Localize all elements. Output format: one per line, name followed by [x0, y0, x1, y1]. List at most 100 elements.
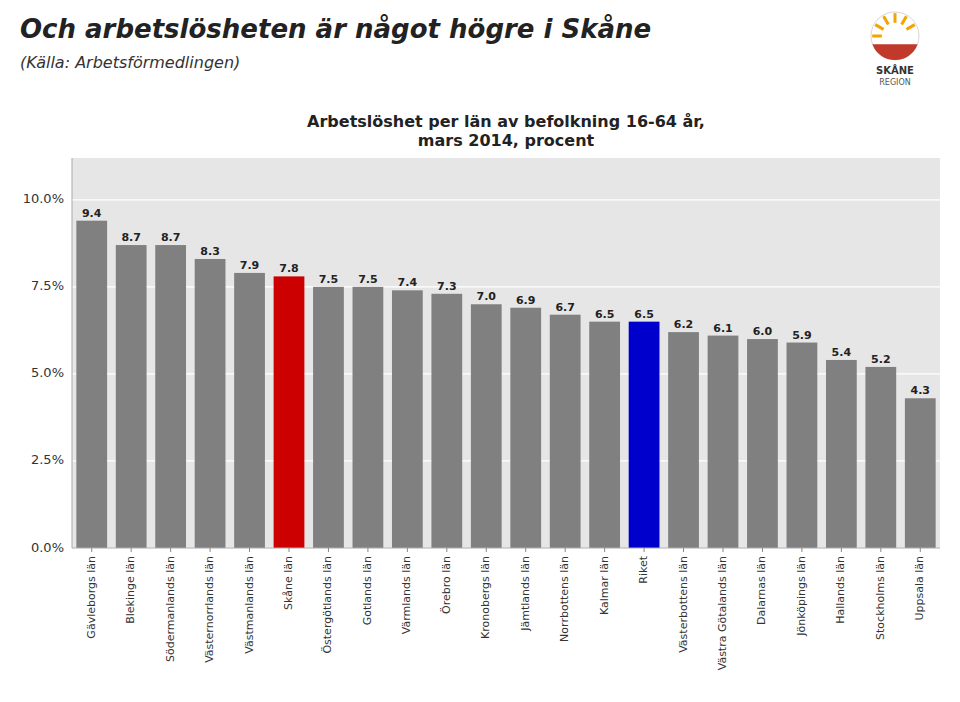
bar	[747, 339, 778, 548]
bar	[116, 245, 147, 548]
data-label: 6.0	[753, 325, 773, 338]
x-tick-label: Uppsala län	[913, 556, 926, 621]
x-tick	[841, 548, 842, 552]
bars	[76, 221, 935, 548]
x-tick-label: Norrbottens län	[558, 556, 571, 642]
grid-line	[72, 199, 940, 200]
x-tick	[801, 548, 802, 552]
data-label: 8.7	[161, 231, 181, 244]
data-label: 5.9	[792, 329, 812, 342]
x-tick-label: Gotlands län	[361, 556, 374, 625]
x-axis-line	[72, 548, 940, 549]
x-tick-label: Östergötlands län	[321, 556, 334, 654]
data-labels: 9.48.78.78.37.97.87.57.57.47.37.06.96.76…	[82, 207, 930, 398]
bar	[471, 304, 502, 548]
chart-container: Och arbetslösheten är något högre i Skån…	[0, 0, 960, 702]
bar	[708, 336, 739, 548]
data-label: 5.2	[871, 353, 891, 366]
data-label: 6.1	[713, 322, 733, 335]
data-label: 7.3	[437, 280, 457, 293]
x-tick	[249, 548, 250, 552]
data-label: 8.3	[200, 245, 220, 258]
x-tick-label: Värmlands län	[400, 556, 413, 634]
logo-ray	[875, 25, 883, 30]
data-label: 6.9	[516, 294, 536, 307]
main-title: Och arbetslösheten är något högre i Skån…	[20, 14, 651, 44]
x-tick-label: Jönköpings län	[795, 556, 808, 637]
data-label: 5.4	[832, 346, 852, 359]
data-label: 7.8	[279, 262, 299, 275]
logo-ray	[894, 13, 897, 23]
grid	[72, 200, 940, 548]
x-tick	[683, 548, 684, 552]
bar	[155, 245, 186, 548]
x-axis: Gävleborgs länBlekinge länSödermanlands …	[85, 548, 927, 670]
x-tick	[880, 548, 881, 552]
x-tick	[446, 548, 447, 552]
bar	[787, 343, 818, 548]
bar	[668, 332, 699, 548]
y-tick-label: 10.0%	[23, 191, 64, 206]
data-label: 6.2	[674, 318, 694, 331]
y-tick-label: 5.0%	[31, 365, 64, 380]
x-tick-label: Hallands län	[834, 556, 847, 624]
x-tick	[486, 548, 487, 552]
data-label: 4.3	[911, 384, 931, 397]
x-tick	[762, 548, 763, 552]
x-tick	[723, 548, 724, 552]
x-tick-label: Jämtlands län	[519, 556, 532, 632]
y-tick-label: 2.5%	[31, 452, 64, 467]
x-tick	[170, 548, 171, 552]
x-tick	[565, 548, 566, 552]
bar	[905, 398, 936, 548]
x-tick-label: Södermanlands län	[164, 556, 177, 662]
x-tick-label: Västernorrlands län	[203, 556, 216, 663]
x-tick	[91, 548, 92, 552]
x-tick	[210, 548, 211, 552]
chart-title-line: Arbetslöshet per län av befolkning 16-64…	[307, 112, 705, 131]
data-label: 7.5	[358, 273, 378, 286]
chart-title: Arbetslöshet per län av befolkning 16-64…	[307, 112, 705, 150]
bar	[274, 276, 305, 548]
logo-ray	[872, 35, 882, 38]
y-axis: 0.0%2.5%5.0%7.5%10.0%	[23, 158, 72, 555]
x-tick	[289, 548, 290, 552]
x-tick-label: Dalarnas län	[755, 556, 768, 625]
x-tick-label: Blekinge län	[124, 556, 137, 624]
x-tick	[328, 548, 329, 552]
x-tick	[367, 548, 368, 552]
logo-text: REGION	[879, 78, 910, 87]
x-tick-label: Västmanlands län	[243, 556, 256, 654]
bar	[392, 290, 423, 548]
bar	[550, 315, 581, 548]
chart-svg: Och arbetslösheten är något högre i Skån…	[0, 0, 960, 702]
logo-circle	[871, 12, 919, 60]
subtitle: (Källa: Arbetsförmedlingen)	[20, 53, 240, 72]
y-tick-label: 0.0%	[31, 540, 64, 555]
data-label: 6.5	[595, 308, 615, 321]
x-tick	[525, 548, 526, 552]
x-tick	[407, 548, 408, 552]
data-label: 7.0	[477, 290, 497, 303]
logo: SKÅNE REGION	[871, 12, 919, 87]
plot-background	[72, 158, 940, 548]
x-tick	[644, 548, 645, 552]
chart-title-line: mars 2014, procent	[418, 131, 595, 150]
x-tick	[604, 548, 605, 552]
bar	[353, 287, 384, 548]
logo-ray	[906, 25, 914, 30]
x-tick-label: Skåne län	[282, 556, 295, 610]
data-label: 9.4	[82, 207, 102, 220]
x-tick	[920, 548, 921, 552]
bar	[589, 322, 620, 548]
bar	[629, 322, 660, 548]
bar	[431, 294, 462, 548]
bar	[313, 287, 344, 548]
logo-text: SKÅNE	[876, 64, 914, 76]
bar	[510, 308, 541, 548]
data-label: 7.4	[398, 276, 418, 289]
bar	[195, 259, 226, 548]
data-label: 6.7	[555, 301, 575, 314]
logo-shield	[872, 44, 917, 60]
x-tick-label: Kalmar län	[598, 556, 611, 615]
